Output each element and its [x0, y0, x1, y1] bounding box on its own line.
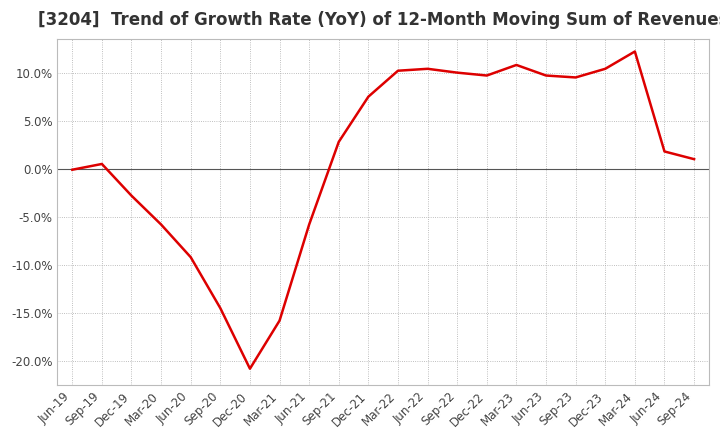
Title: [3204]  Trend of Growth Rate (YoY) of 12-Month Moving Sum of Revenues: [3204] Trend of Growth Rate (YoY) of 12-… [38, 11, 720, 29]
